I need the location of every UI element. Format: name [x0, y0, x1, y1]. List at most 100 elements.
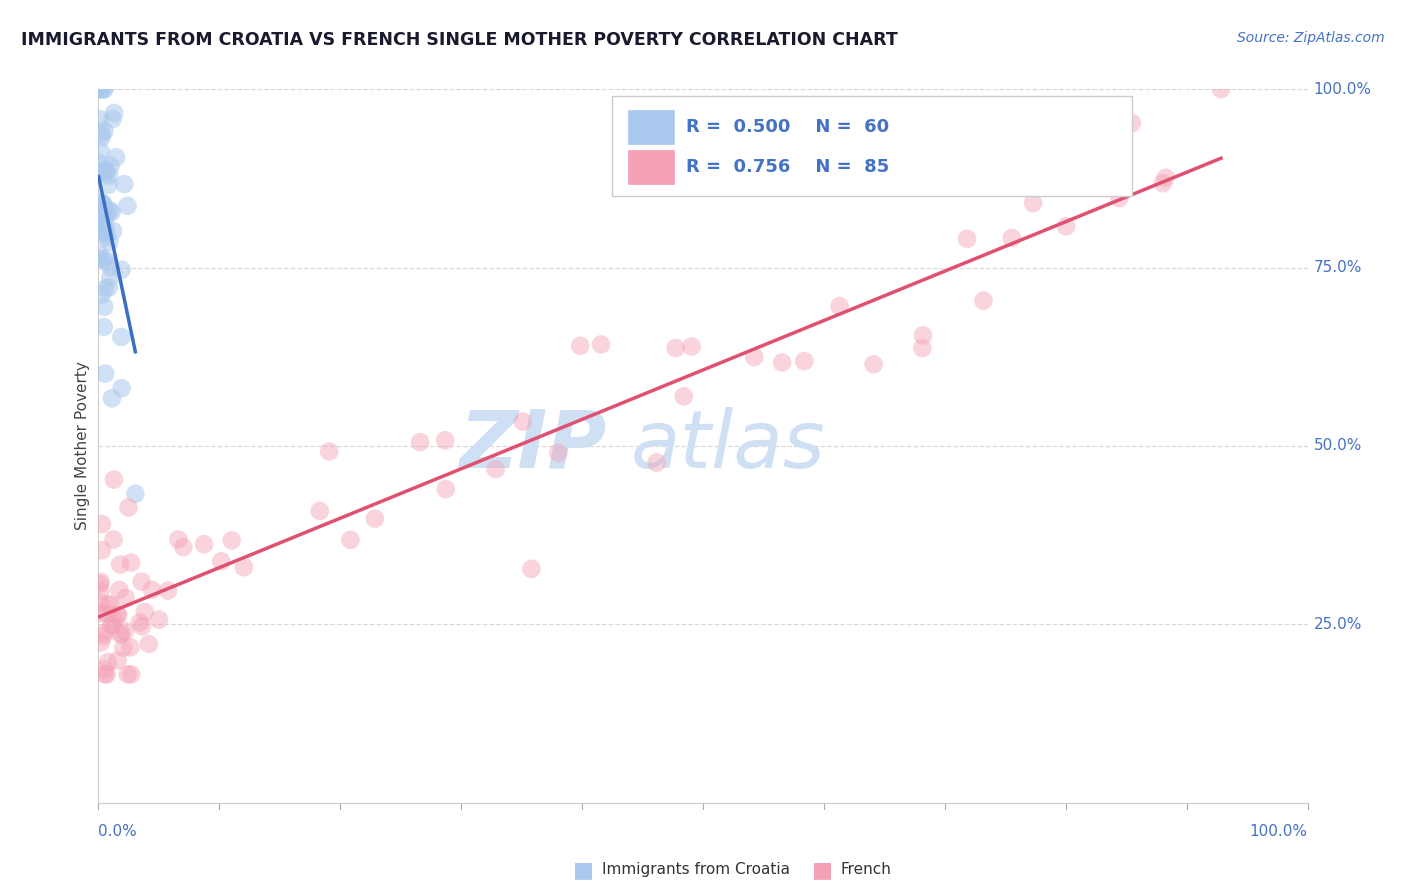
Point — [98, 169, 121, 183]
Point — [90, 206, 112, 220]
Point — [94, 227, 117, 241]
Text: French: French — [841, 863, 891, 877]
Point — [770, 355, 793, 369]
Point — [90, 127, 112, 141]
Point — [318, 444, 340, 458]
Point — [131, 574, 153, 589]
Point — [172, 540, 194, 554]
Point — [120, 556, 142, 570]
Point — [93, 300, 115, 314]
Point — [117, 500, 139, 515]
Point — [96, 607, 118, 621]
Point — [89, 112, 111, 127]
Point — [90, 215, 112, 229]
Point — [108, 582, 131, 597]
Point — [157, 583, 180, 598]
FancyBboxPatch shape — [612, 96, 1132, 196]
Point — [100, 618, 122, 632]
Point — [100, 205, 122, 219]
Point — [828, 299, 851, 313]
Point — [89, 596, 111, 610]
Point — [1152, 176, 1174, 190]
Bar — [628, 150, 673, 184]
Point — [90, 82, 112, 96]
Point — [664, 341, 686, 355]
Point — [1001, 231, 1024, 245]
Point — [89, 163, 111, 178]
Text: R =  0.500    N =  60: R = 0.500 N = 60 — [686, 118, 889, 136]
Point — [110, 558, 132, 572]
Point — [193, 537, 215, 551]
Point — [103, 106, 125, 120]
Point — [103, 533, 125, 547]
Point — [101, 618, 124, 632]
Point — [972, 293, 994, 308]
Bar — [628, 110, 673, 145]
Point — [93, 82, 115, 96]
Point — [93, 252, 115, 266]
Point — [589, 337, 612, 351]
Point — [485, 462, 508, 476]
Point — [87, 155, 110, 169]
Point — [105, 150, 128, 164]
Point — [93, 225, 115, 239]
Point — [89, 82, 111, 96]
Point — [103, 473, 125, 487]
Point — [90, 635, 112, 649]
Point — [100, 598, 122, 612]
Point — [512, 415, 534, 429]
Point — [221, 533, 243, 548]
Point — [111, 381, 134, 395]
Text: ZIP: ZIP — [458, 407, 606, 485]
Point — [110, 626, 132, 640]
Point — [112, 177, 135, 191]
Point — [956, 232, 979, 246]
Point — [1054, 219, 1077, 234]
Point — [111, 262, 134, 277]
Point — [742, 350, 765, 364]
Point — [94, 667, 117, 681]
Point — [547, 446, 569, 460]
Point — [90, 144, 112, 158]
Text: ■: ■ — [574, 860, 593, 880]
Text: 100.0%: 100.0% — [1250, 824, 1308, 839]
Point — [101, 392, 124, 406]
Point — [110, 330, 132, 344]
Point — [793, 354, 815, 368]
Point — [672, 389, 695, 403]
Point — [148, 613, 170, 627]
Point — [94, 230, 117, 244]
Point — [96, 667, 118, 681]
Point — [209, 554, 232, 568]
Point — [124, 487, 146, 501]
Point — [232, 560, 254, 574]
Point — [91, 196, 114, 211]
Point — [308, 504, 330, 518]
Point — [141, 582, 163, 597]
Point — [96, 164, 118, 178]
Point — [107, 607, 129, 622]
Point — [93, 82, 115, 96]
Point — [97, 597, 120, 611]
Point — [114, 591, 136, 605]
Point — [112, 640, 135, 655]
Point — [434, 482, 457, 496]
Point — [91, 129, 114, 144]
Text: IMMIGRANTS FROM CROATIA VS FRENCH SINGLE MOTHER POVERTY CORRELATION CHART: IMMIGRANTS FROM CROATIA VS FRENCH SINGLE… — [21, 31, 898, 49]
Point — [90, 543, 112, 558]
Point — [89, 606, 111, 620]
Point — [90, 517, 112, 532]
Point — [91, 217, 114, 231]
Point — [91, 629, 114, 643]
Point — [91, 196, 114, 211]
Point — [409, 435, 432, 450]
Point — [100, 260, 122, 275]
Point — [94, 222, 117, 236]
Text: ■: ■ — [813, 860, 832, 880]
Point — [911, 341, 934, 355]
Text: atlas: atlas — [630, 407, 825, 485]
Point — [167, 533, 190, 547]
Point — [101, 112, 124, 126]
Point — [91, 225, 114, 239]
Point — [520, 562, 543, 576]
